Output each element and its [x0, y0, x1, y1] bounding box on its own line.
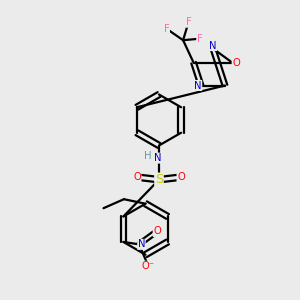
Text: N: N	[154, 153, 161, 163]
Text: O: O	[232, 58, 240, 68]
Text: O: O	[177, 172, 185, 182]
Text: S: S	[155, 173, 163, 186]
Text: N: N	[138, 239, 145, 249]
Text: O: O	[133, 172, 141, 182]
Text: N: N	[209, 40, 217, 51]
Text: F: F	[186, 17, 191, 27]
Text: O⁻: O⁻	[142, 261, 154, 271]
Text: H: H	[144, 151, 152, 161]
Text: F: F	[197, 34, 203, 44]
Text: F: F	[164, 24, 169, 34]
Text: N: N	[194, 80, 202, 91]
Text: O: O	[153, 226, 161, 236]
